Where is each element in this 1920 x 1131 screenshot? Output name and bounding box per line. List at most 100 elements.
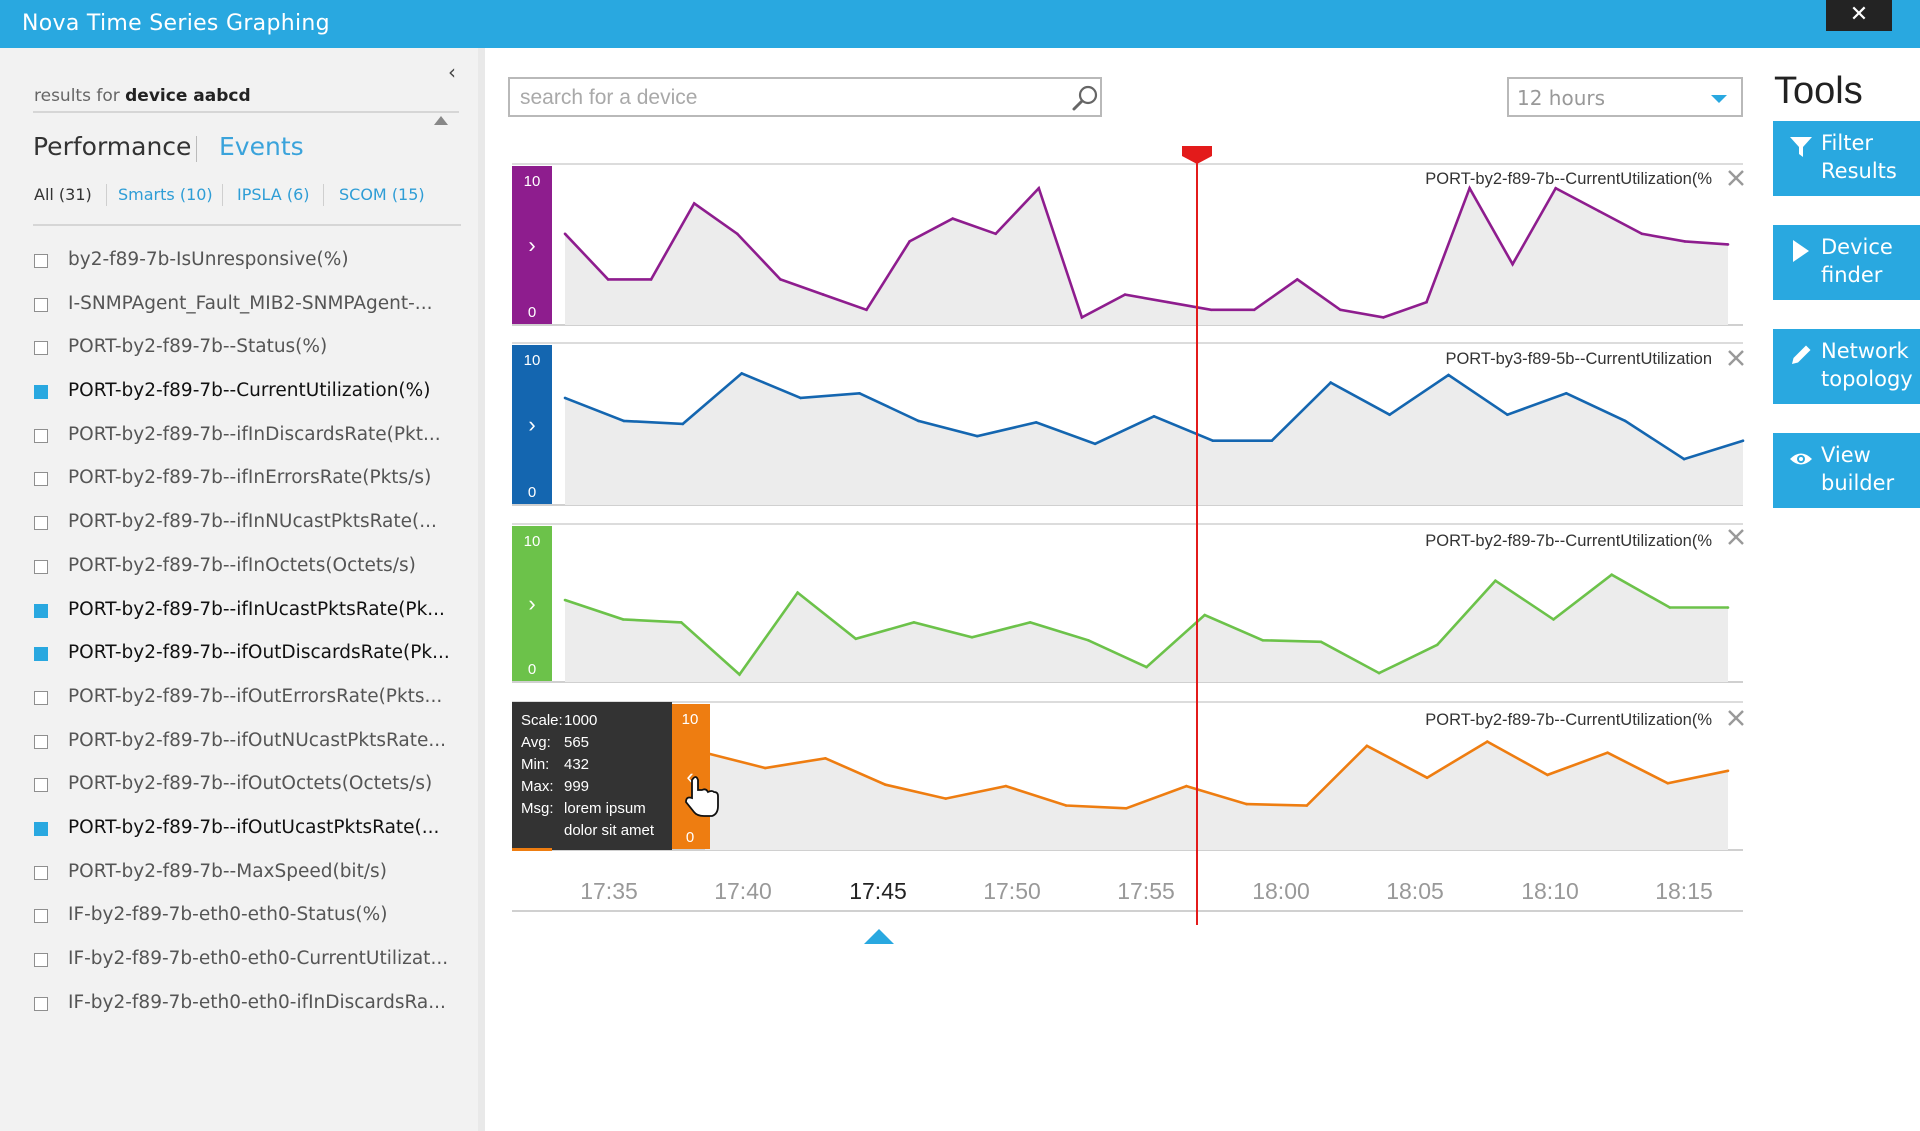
metric-item[interactable]: PORT-by2-f89-7b--ifInUcastPktsRate(Pk... — [34, 594, 454, 638]
close-icon[interactable] — [1728, 350, 1744, 366]
metric-item[interactable]: IF-by2-f89-7b-eth0-eth0-Status(%) — [34, 899, 454, 943]
metric-item[interactable]: PORT-by2-f89-7b--ifOutOctets(Octets/s) — [34, 768, 454, 812]
metric-checkbox[interactable] — [34, 341, 48, 356]
metric-item[interactable]: PORT-by2-f89-7b--ifOutDiscardsRate(Pk... — [34, 637, 454, 681]
metric-checkbox[interactable] — [34, 734, 48, 749]
network-topology-button[interactable]: Network topology — [1773, 329, 1920, 404]
view-builder-button[interactable]: View builder — [1773, 433, 1920, 508]
filter-ipsla[interactable]: IPSLA (6) — [237, 185, 310, 204]
metric-item[interactable]: IF-by2-f89-7b-eth0-eth0-ifInDiscardsRa..… — [34, 987, 454, 1031]
metric-label: PORT-by2-f89-7b--ifInNUcastPktsRate(... — [68, 511, 437, 533]
data-point — [1296, 278, 1299, 281]
metric-item[interactable]: PORT-by2-f89-7b--ifOutUcastPktsRate(... — [34, 812, 454, 856]
sidebar-scrollbar[interactable] — [478, 48, 485, 1131]
series-area — [565, 188, 1728, 325]
metric-checkbox[interactable] — [34, 385, 48, 400]
data-point — [1124, 807, 1128, 810]
metric-item[interactable]: by2-f89-7b-IsUnresponsive(%) — [34, 244, 454, 288]
data-point — [1682, 457, 1686, 461]
tab-events[interactable]: Events — [219, 132, 304, 161]
metric-checkbox[interactable] — [34, 297, 48, 312]
metric-checkbox[interactable] — [34, 865, 48, 880]
data-point — [1597, 209, 1601, 213]
filter-divider — [323, 184, 324, 206]
metric-checkbox[interactable] — [34, 996, 48, 1011]
chevron-left-icon[interactable]: ‹ — [686, 764, 693, 789]
metric-item[interactable]: IF-by2-f89-7b-eth0-eth0-CurrentUtilizat.… — [34, 943, 454, 987]
metric-checkbox[interactable] — [34, 821, 48, 836]
filter-results-button[interactable]: Filter Results — [1773, 121, 1920, 196]
metric-item[interactable]: PORT-by2-f89-7b--ifInDiscardsRate(Pkt... — [34, 419, 454, 463]
data-point — [1087, 639, 1090, 642]
chevron-right-icon[interactable]: › — [528, 591, 535, 616]
data-point — [563, 598, 567, 602]
metric-checkbox[interactable] — [34, 254, 48, 268]
metric-item[interactable]: PORT-by2-f89-7b--Status(%) — [34, 331, 454, 375]
metric-label: PORT-by2-f89-7b--ifOutUcastPktsRate(... — [68, 816, 440, 838]
results-label: results for device aabcd — [34, 86, 251, 106]
metric-checkbox[interactable] — [34, 472, 48, 487]
data-point — [1683, 240, 1687, 243]
metric-item[interactable]: PORT-by2-f89-7b--ifOutErrorsRate(Pkts... — [34, 681, 454, 725]
series-line — [564, 185, 1729, 320]
search-box[interactable] — [508, 77, 1102, 117]
metric-item[interactable]: PORT-by2-f89-7b--ifOutNUcastPktsRate... — [34, 725, 454, 769]
search-icon[interactable] — [1070, 84, 1100, 112]
metric-checkbox[interactable] — [34, 428, 48, 443]
close-icon[interactable] — [1728, 529, 1744, 545]
tab-performance[interactable]: Performance — [33, 132, 192, 161]
series-line — [564, 573, 1728, 677]
time-pointer-icon[interactable] — [864, 929, 894, 944]
data-point — [994, 232, 997, 236]
filter-scom[interactable]: SCOM (15) — [339, 185, 425, 204]
data-point — [1726, 243, 1730, 246]
metric-item[interactable]: PORT-by2-f89-7b--ifInErrorsRate(Pkts/s) — [34, 462, 454, 506]
close-icon[interactable] — [1728, 710, 1744, 726]
chevron-right-icon[interactable]: › — [528, 233, 535, 258]
metric-label: I-SNMPAgent_Fault_MIB2-SNMPAgent-... — [68, 292, 433, 314]
data-point — [1610, 573, 1613, 576]
metric-checkbox[interactable] — [34, 516, 48, 531]
metric-checkbox[interactable] — [34, 647, 48, 662]
metric-item[interactable]: I-SNMPAgent_Fault_MIB2-SNMPAgent-... — [34, 288, 454, 332]
metric-checkbox[interactable] — [34, 559, 48, 574]
data-point — [1486, 740, 1489, 743]
metric-checkbox[interactable] — [34, 690, 48, 705]
data-point — [796, 591, 799, 594]
series-scale-strip[interactable] — [512, 345, 552, 504]
device-finder-button[interactable]: Device finder — [1773, 225, 1920, 300]
time-range-select[interactable]: 12 hours — [1507, 77, 1743, 117]
data-point — [1037, 186, 1041, 190]
data-point — [563, 396, 567, 400]
scroll-up-icon[interactable] — [434, 116, 448, 125]
close-icon[interactable] — [1728, 170, 1744, 186]
time-cursor-handle[interactable] — [1182, 146, 1212, 164]
data-point — [1436, 643, 1439, 647]
tooltip-accent — [512, 848, 552, 851]
data-point — [649, 278, 653, 281]
search-input[interactable] — [520, 85, 1040, 111]
series-scale-strip[interactable] — [512, 166, 552, 324]
metric-label: PORT-by2-f89-7b--ifOutNUcastPktsRate... — [68, 729, 447, 751]
data-point — [1623, 419, 1627, 423]
metric-checkbox[interactable] — [34, 953, 48, 967]
play-icon — [1793, 240, 1809, 262]
metric-checkbox[interactable] — [34, 778, 48, 793]
data-point — [1145, 665, 1148, 669]
chevron-right-icon[interactable]: › — [528, 412, 535, 437]
metric-item[interactable]: PORT-by2-f89-7b--ifInNUcastPktsRate(... — [34, 506, 454, 550]
data-point — [1166, 300, 1170, 304]
close-button[interactable]: ✕ — [1826, 0, 1892, 31]
metric-checkbox[interactable] — [34, 909, 48, 924]
metric-item[interactable]: PORT-by2-f89-7b--CurrentUtilization(%) — [34, 375, 454, 419]
filter-all[interactable]: All (31) — [34, 185, 92, 204]
metric-checkbox[interactable] — [34, 603, 48, 618]
filter-smarts[interactable]: Smarts (10) — [118, 185, 213, 204]
metric-item[interactable]: PORT-by2-f89-7b--MaxSpeed(bit/s) — [34, 856, 454, 900]
data-point — [680, 621, 683, 624]
data-point — [1640, 232, 1644, 236]
metric-item[interactable]: PORT-by2-f89-7b--ifInOctets(Octets/s) — [34, 550, 454, 594]
collapse-sidebar-button[interactable]: ‹ — [448, 60, 456, 84]
series-scale-strip[interactable] — [512, 526, 552, 681]
chevron-down-icon — [1711, 95, 1727, 103]
